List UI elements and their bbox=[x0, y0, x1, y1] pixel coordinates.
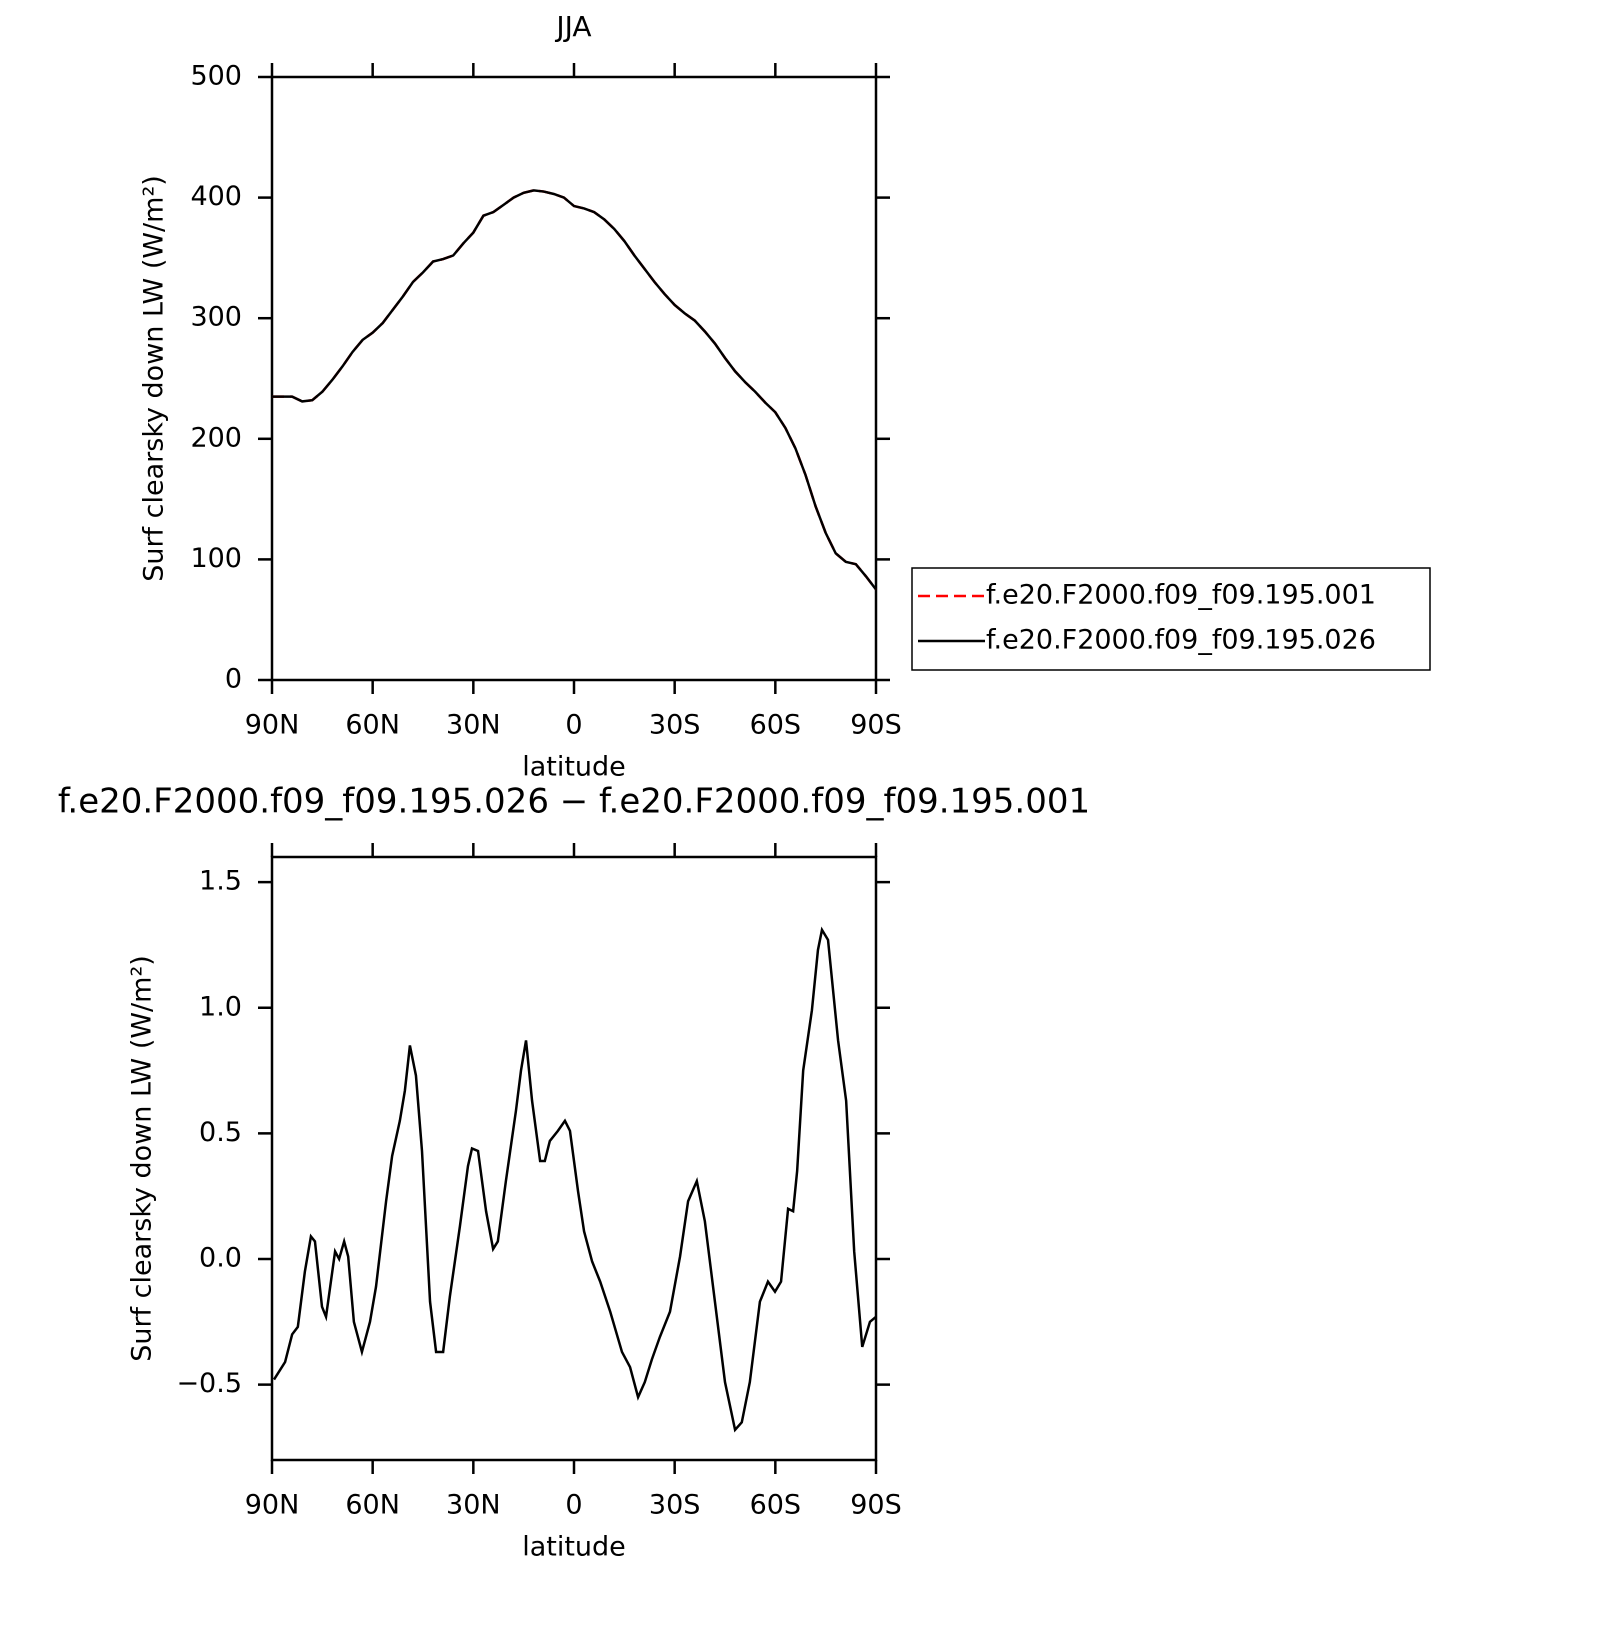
x-tick-label: 0 bbox=[565, 1490, 582, 1521]
legend-box bbox=[911, 567, 1431, 671]
data-line bbox=[272, 926, 877, 1433]
x-tick-label: 90N bbox=[245, 1490, 300, 1521]
x-tick-label: 60S bbox=[750, 710, 802, 741]
x-axis-label: latitude bbox=[522, 1532, 626, 1563]
y-tick-label: 400 bbox=[190, 181, 242, 212]
y-tick-label: 0.5 bbox=[199, 1117, 242, 1148]
x-tick-label: 30N bbox=[446, 710, 501, 741]
y-tick-label: 0 bbox=[225, 664, 242, 695]
legend-label: f.e20.F2000.f09_f09.195.026 bbox=[986, 625, 1376, 656]
x-tick-label: 30S bbox=[649, 710, 701, 741]
y-axis-label: Surf clearsky down LW (W/m²) bbox=[127, 955, 158, 1362]
y-tick-label: −0.5 bbox=[176, 1368, 242, 1399]
y-tick-label: 1.0 bbox=[199, 991, 242, 1022]
data-line bbox=[272, 189, 877, 591]
x-tick-label: 90S bbox=[850, 1490, 902, 1521]
legend-label: f.e20.F2000.f09_f09.195.001 bbox=[986, 580, 1376, 611]
data-line bbox=[272, 189, 877, 591]
x-tick-label: 30S bbox=[649, 1490, 701, 1521]
x-tick-label: 60N bbox=[345, 1490, 400, 1521]
chart-title: f.e20.F2000.f09_f09.195.026 − f.e20.F200… bbox=[58, 782, 1090, 822]
x-tick-label: 60N bbox=[345, 710, 400, 741]
y-tick-label: 0.0 bbox=[199, 1243, 242, 1274]
x-tick-label: 90S bbox=[850, 710, 902, 741]
y-tick-label: 1.5 bbox=[199, 866, 242, 897]
y-tick-label: 100 bbox=[190, 543, 242, 574]
x-axis-label: latitude bbox=[522, 752, 626, 783]
y-axis-label: Surf clearsky down LW (W/m²) bbox=[139, 175, 170, 582]
x-tick-label: 30N bbox=[446, 1490, 501, 1521]
y-tick-label: 300 bbox=[190, 302, 242, 333]
y-tick-label: 200 bbox=[190, 422, 242, 453]
x-tick-label: 0 bbox=[565, 710, 582, 741]
y-tick-label: 500 bbox=[190, 61, 242, 92]
plot-frame bbox=[270, 75, 878, 682]
x-tick-label: 60S bbox=[750, 1490, 802, 1521]
chart-title: JJA bbox=[554, 10, 591, 43]
x-tick-label: 90N bbox=[245, 710, 300, 741]
